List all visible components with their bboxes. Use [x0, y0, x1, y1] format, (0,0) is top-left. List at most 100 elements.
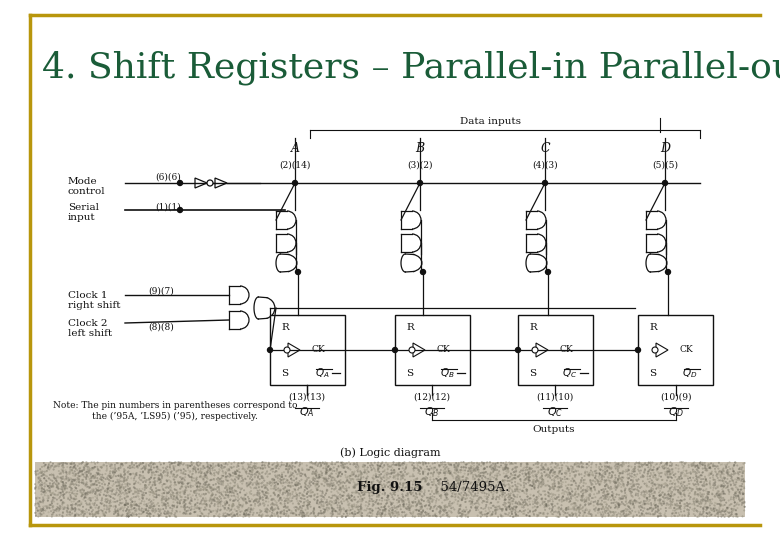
- Point: [705, 469, 718, 478]
- Point: [715, 512, 728, 521]
- Point: [728, 470, 740, 479]
- Point: [619, 511, 631, 520]
- Point: [686, 462, 698, 470]
- Point: [672, 464, 685, 473]
- Point: [545, 484, 558, 492]
- Point: [142, 467, 154, 476]
- Point: [732, 495, 745, 504]
- Point: [209, 497, 222, 505]
- Point: [537, 509, 550, 517]
- Point: [689, 488, 701, 496]
- Point: [407, 502, 420, 510]
- Point: [508, 474, 520, 482]
- Point: [48, 478, 61, 487]
- Point: [467, 492, 480, 501]
- Point: [311, 462, 324, 470]
- Point: [654, 491, 666, 500]
- Point: [374, 461, 386, 470]
- Point: [694, 503, 707, 511]
- Point: [47, 505, 59, 514]
- Point: [644, 496, 656, 504]
- Point: [356, 462, 369, 471]
- Point: [35, 507, 48, 515]
- Point: [721, 504, 733, 512]
- Point: [138, 497, 151, 506]
- Point: [570, 460, 583, 469]
- Point: [260, 491, 272, 500]
- Point: [473, 500, 485, 509]
- Bar: [270, 315, 345, 385]
- Point: [303, 458, 316, 467]
- Point: [655, 499, 668, 508]
- Point: [700, 492, 713, 501]
- Point: [718, 470, 730, 478]
- Point: [648, 494, 661, 502]
- Point: [308, 490, 321, 499]
- Point: [413, 483, 425, 492]
- Point: [693, 510, 706, 518]
- Point: [114, 484, 126, 492]
- Point: [445, 484, 458, 492]
- Point: [321, 501, 334, 510]
- Point: [190, 493, 203, 502]
- Point: [236, 507, 248, 516]
- Point: [243, 510, 255, 519]
- Point: [530, 463, 543, 472]
- Point: [58, 482, 70, 490]
- Point: [729, 475, 742, 484]
- Point: [171, 502, 183, 510]
- Point: [457, 480, 470, 489]
- Point: [599, 459, 612, 468]
- Point: [345, 476, 357, 485]
- Point: [668, 485, 680, 494]
- Point: [34, 498, 47, 507]
- Point: [37, 509, 50, 517]
- Point: [398, 471, 410, 480]
- Point: [370, 473, 382, 482]
- Point: [662, 467, 675, 476]
- Point: [115, 489, 127, 498]
- Point: [445, 500, 457, 508]
- Point: [619, 505, 632, 514]
- Point: [240, 505, 253, 514]
- Point: [373, 470, 385, 479]
- Point: [722, 471, 734, 480]
- Point: [126, 502, 138, 510]
- Point: [204, 469, 217, 477]
- Point: [281, 503, 293, 512]
- Point: [459, 512, 472, 521]
- Point: [682, 491, 695, 500]
- Point: [376, 496, 388, 505]
- Point: [566, 464, 578, 473]
- Point: [622, 503, 635, 511]
- Point: [553, 468, 566, 476]
- Point: [289, 463, 301, 471]
- Point: [686, 500, 698, 509]
- Point: [208, 496, 221, 504]
- Point: [166, 502, 179, 510]
- Point: [385, 484, 397, 492]
- Point: [112, 476, 124, 484]
- Point: [451, 466, 463, 475]
- Point: [234, 488, 246, 497]
- Point: [191, 458, 204, 467]
- Point: [415, 475, 427, 484]
- Point: [57, 478, 69, 487]
- Point: [232, 491, 244, 500]
- Point: [421, 504, 434, 513]
- Point: [311, 485, 324, 494]
- Point: [133, 474, 145, 482]
- Point: [642, 509, 654, 518]
- Point: [217, 481, 229, 489]
- Point: [286, 462, 299, 470]
- Point: [598, 485, 611, 494]
- Point: [332, 508, 344, 516]
- Point: [243, 481, 255, 489]
- Point: [151, 486, 163, 495]
- Point: [644, 504, 656, 513]
- Point: [392, 508, 405, 516]
- Point: [224, 479, 236, 488]
- Point: [331, 492, 343, 501]
- Point: [264, 507, 276, 516]
- Point: [650, 475, 662, 484]
